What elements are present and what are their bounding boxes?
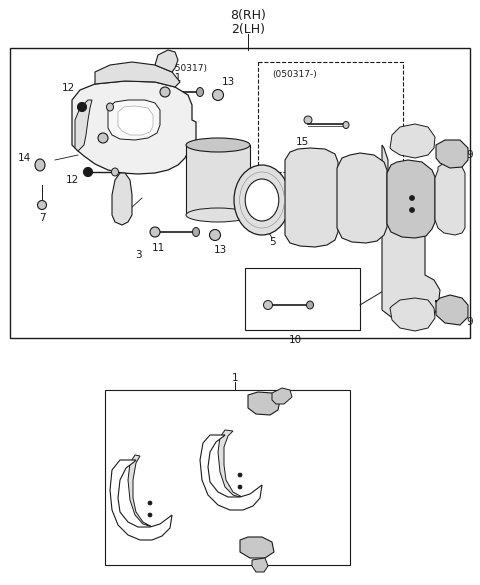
Text: 11: 11 bbox=[168, 73, 181, 83]
Ellipse shape bbox=[160, 87, 170, 97]
Text: 12: 12 bbox=[61, 83, 74, 93]
Polygon shape bbox=[218, 430, 243, 498]
Polygon shape bbox=[435, 163, 465, 235]
Text: 12: 12 bbox=[65, 175, 79, 185]
Ellipse shape bbox=[304, 116, 312, 124]
Polygon shape bbox=[436, 140, 468, 168]
Polygon shape bbox=[200, 435, 262, 510]
Text: 13: 13 bbox=[214, 245, 227, 255]
Ellipse shape bbox=[213, 90, 224, 101]
Polygon shape bbox=[128, 455, 153, 527]
Polygon shape bbox=[382, 145, 440, 325]
Ellipse shape bbox=[238, 473, 242, 477]
Ellipse shape bbox=[209, 229, 220, 240]
Bar bbox=[258, 62, 403, 172]
Polygon shape bbox=[110, 460, 172, 540]
Ellipse shape bbox=[245, 179, 279, 221]
Text: 11: 11 bbox=[151, 243, 165, 253]
Polygon shape bbox=[72, 81, 196, 174]
Polygon shape bbox=[75, 100, 92, 151]
Polygon shape bbox=[186, 145, 250, 215]
Text: 14: 14 bbox=[17, 153, 31, 163]
Ellipse shape bbox=[35, 159, 45, 171]
Text: 1: 1 bbox=[232, 373, 238, 383]
Polygon shape bbox=[155, 50, 178, 72]
Polygon shape bbox=[248, 392, 280, 415]
Text: 2(LH): 2(LH) bbox=[231, 23, 265, 36]
Ellipse shape bbox=[192, 228, 200, 236]
Polygon shape bbox=[337, 153, 387, 243]
Polygon shape bbox=[240, 537, 274, 558]
Ellipse shape bbox=[186, 208, 250, 222]
Ellipse shape bbox=[307, 301, 313, 309]
Ellipse shape bbox=[186, 138, 250, 152]
Text: 13: 13 bbox=[221, 77, 235, 87]
Bar bbox=[105, 390, 350, 565]
Bar bbox=[245, 268, 360, 330]
Text: 4: 4 bbox=[235, 143, 241, 153]
Polygon shape bbox=[252, 558, 268, 572]
Ellipse shape bbox=[77, 102, 86, 112]
Ellipse shape bbox=[98, 133, 108, 143]
Polygon shape bbox=[112, 173, 132, 225]
Ellipse shape bbox=[37, 201, 47, 209]
Ellipse shape bbox=[111, 168, 119, 176]
Text: 8(RH): 8(RH) bbox=[230, 9, 266, 22]
Ellipse shape bbox=[150, 227, 160, 237]
Ellipse shape bbox=[343, 122, 349, 129]
Polygon shape bbox=[436, 295, 468, 325]
Polygon shape bbox=[390, 298, 435, 331]
Text: 9: 9 bbox=[467, 150, 473, 160]
Bar bbox=[10, 48, 470, 338]
Text: 3: 3 bbox=[135, 250, 141, 260]
Text: 7: 7 bbox=[39, 213, 45, 223]
Polygon shape bbox=[95, 62, 180, 87]
Polygon shape bbox=[118, 106, 153, 135]
Text: (050317-): (050317-) bbox=[273, 71, 317, 80]
Ellipse shape bbox=[409, 208, 415, 212]
Text: (040215-050317): (040215-050317) bbox=[129, 64, 207, 73]
Text: 5: 5 bbox=[269, 237, 276, 247]
Ellipse shape bbox=[409, 195, 415, 201]
Polygon shape bbox=[387, 160, 435, 238]
Polygon shape bbox=[272, 388, 292, 404]
Ellipse shape bbox=[84, 167, 93, 177]
Ellipse shape bbox=[107, 103, 113, 111]
Ellipse shape bbox=[234, 165, 290, 235]
Text: 6: 6 bbox=[81, 125, 87, 135]
Text: 15: 15 bbox=[295, 137, 309, 147]
Polygon shape bbox=[285, 148, 338, 247]
Text: 10: 10 bbox=[288, 335, 301, 345]
Ellipse shape bbox=[264, 301, 273, 309]
Text: 9: 9 bbox=[467, 317, 473, 327]
Ellipse shape bbox=[238, 485, 242, 489]
Polygon shape bbox=[108, 100, 160, 140]
Ellipse shape bbox=[196, 88, 204, 97]
Ellipse shape bbox=[148, 513, 152, 517]
Polygon shape bbox=[390, 124, 435, 158]
Ellipse shape bbox=[148, 501, 152, 505]
